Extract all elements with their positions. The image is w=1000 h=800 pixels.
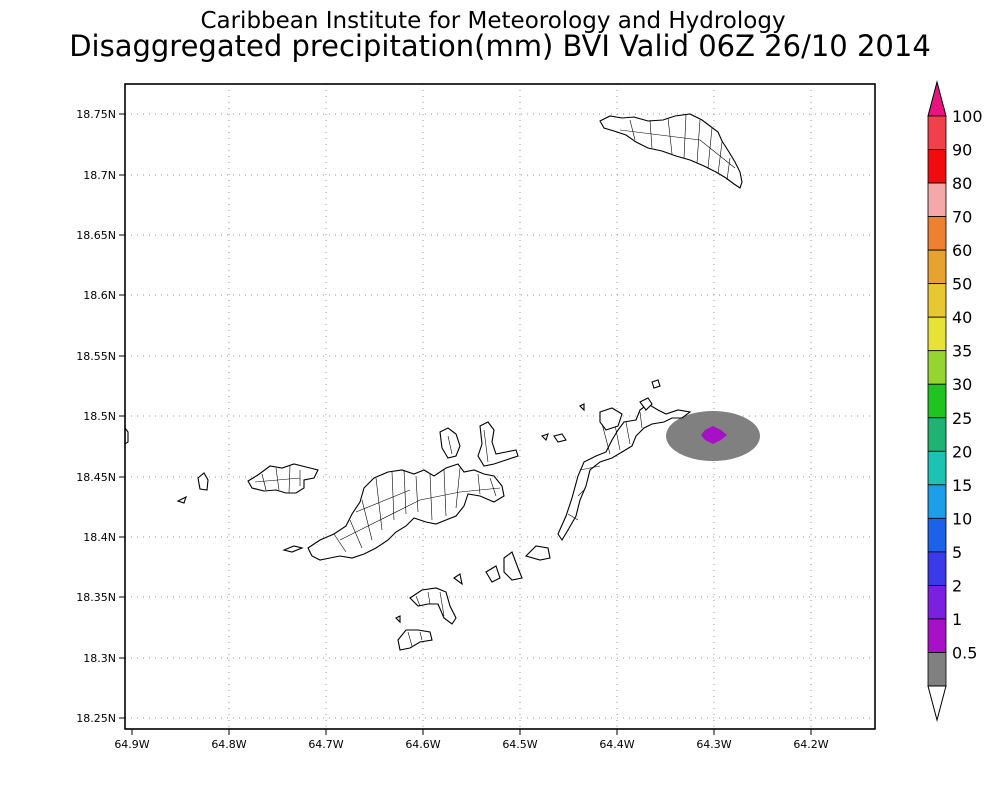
lon-tick-label: 64.9W (114, 738, 149, 751)
map-title-product: Disaggregated precipitation(mm) BVI Vali… (69, 29, 931, 63)
lon-tick-label: 64.6W (405, 738, 440, 751)
colorbar-bin (927, 115, 947, 150)
colorbar-label: 40 (952, 308, 972, 327)
lat-tick-label: 18.45N (76, 471, 116, 484)
colorbar-top-arrow (927, 80, 947, 117)
colorbar-bin (927, 182, 947, 217)
map-title-institute: Caribbean Institute for Meteorology and … (200, 8, 785, 34)
colorbar-label: 70 (952, 208, 972, 227)
island-outlines (124, 113, 743, 651)
lon-tick-label: 64.5W (502, 738, 537, 751)
colorbar-label: 20 (952, 442, 972, 461)
colorbar-bin (927, 585, 947, 620)
colorbar-label: 0.5 (952, 643, 977, 662)
jost-van-dyke-island (176, 463, 319, 504)
colorbar-label: 80 (952, 174, 972, 193)
colorbar-bin (927, 517, 947, 553)
colorbar-bin (927, 149, 947, 184)
precipitation-field (666, 411, 760, 461)
colorbar-bin (927, 484, 947, 519)
colorbar-label: 25 (952, 409, 972, 428)
colorbar-bin (927, 383, 947, 419)
colorbar-bin (927, 316, 947, 352)
lat-tick-label: 18.65N (76, 229, 116, 242)
tortola-island (282, 463, 505, 561)
colorbar-label: 2 (952, 576, 962, 595)
colorbar-label: 60 (952, 241, 972, 260)
anegada-island (599, 113, 743, 189)
map-frame (124, 83, 876, 730)
lon-tick-label: 64.3W (696, 738, 731, 751)
colorbar-bin (927, 283, 947, 318)
colorbar-bin (927, 417, 947, 452)
colorbar-label: 5 (952, 543, 962, 562)
colorbar-label: 90 (952, 141, 972, 160)
colorbar-label: 30 (952, 375, 972, 394)
colorbar-bottom-arrow (927, 685, 947, 722)
southern-cays (395, 545, 551, 651)
colorbar-label: 50 (952, 275, 972, 294)
colorbar-bin (927, 551, 947, 586)
lat-tick-label: 18.4N (83, 531, 116, 544)
longitude-axis: 64.9W 64.8W 64.7W 64.6W 64.5W 64.4W 64.3… (114, 738, 828, 751)
colorbar-bin (927, 652, 947, 687)
virgin-gorda-island (540, 379, 692, 542)
colorbar-bin (927, 450, 947, 486)
colorbar-label: 15 (952, 476, 972, 495)
axis-tick-marks (119, 113, 812, 735)
lon-tick-label: 64.2W (793, 738, 828, 751)
lat-tick-label: 18.7N (83, 169, 116, 182)
colorbar-bin (927, 350, 947, 385)
colorbar-bin (927, 216, 947, 251)
graticule (125, 84, 875, 729)
precip-area-1-2mm (701, 426, 727, 444)
colorbar-label: 35 (952, 342, 972, 361)
lat-tick-label: 18.35N (76, 591, 116, 604)
lon-tick-label: 64.8W (211, 738, 246, 751)
lat-tick-label: 18.25N (76, 712, 116, 725)
lat-tick-label: 18.6N (83, 289, 116, 302)
lat-tick-label: 18.55N (76, 350, 116, 363)
colorbar-label: 10 (952, 509, 972, 528)
map-plot-area (125, 84, 875, 729)
colorbar-legend: 100 90 80 70 60 50 40 35 30 25 20 15 10 5 2 1 0.5 (927, 80, 983, 722)
colorbar-bin (927, 618, 947, 653)
guana-island (439, 421, 519, 467)
colorbar-bin (927, 249, 947, 285)
colorbar-label: 100 (952, 107, 983, 126)
lon-tick-label: 64.4W (599, 738, 634, 751)
latitude-axis: 18.75N 18.7N 18.65N 18.6N 18.55N 18.5N 1… (76, 108, 116, 725)
colorbar-label: 1 (952, 610, 962, 629)
lat-tick-label: 18.3N (83, 652, 116, 665)
lat-tick-label: 18.75N (76, 108, 116, 121)
lat-tick-label: 18.5N (83, 410, 116, 423)
lon-tick-label: 64.7W (308, 738, 343, 751)
